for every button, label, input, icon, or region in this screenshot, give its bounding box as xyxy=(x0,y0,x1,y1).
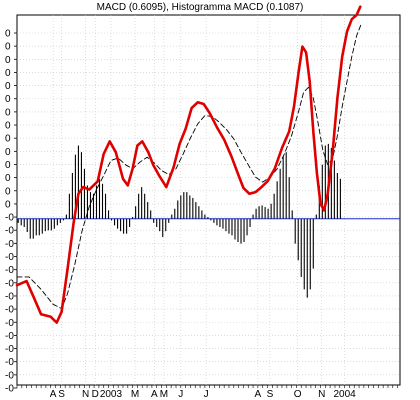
y-tick-label: -0 xyxy=(5,318,14,329)
y-tick-label: -0 xyxy=(5,344,14,355)
y-tick-label: 0 xyxy=(5,160,11,171)
y-tick-label: 0 xyxy=(5,55,11,66)
y-tick-label: 0 xyxy=(5,147,11,158)
x-tick-label: J xyxy=(204,389,209,400)
y-tick-label: -0 xyxy=(5,265,14,276)
x-tick-label: A xyxy=(255,389,262,400)
x-tick-label: N xyxy=(318,389,325,400)
x-tick-label: D xyxy=(92,389,99,400)
x-tick-label: S xyxy=(58,389,65,400)
y-tick-label: -0 xyxy=(5,305,14,316)
y-tick-label: 0 xyxy=(5,199,11,210)
x-tick-label: 2004 xyxy=(333,389,356,400)
y-tick-label: -0 xyxy=(5,252,14,263)
y-tick-label: 0 xyxy=(5,29,11,40)
y-tick-label: -0 xyxy=(5,239,14,250)
y-tick-label: 0 xyxy=(5,173,11,184)
y-tick-label: 0 xyxy=(5,68,11,79)
y-tick-label: 0 xyxy=(5,121,11,132)
x-tick-label: 2003 xyxy=(100,389,123,400)
y-tick-label: 0 xyxy=(5,186,11,197)
x-tick-label: O xyxy=(294,389,302,400)
plot-frame xyxy=(16,14,401,386)
y-tick-label: -0 xyxy=(5,291,14,302)
y-tick-label: -0 xyxy=(5,213,14,224)
y-tick-label: 0 xyxy=(5,134,11,145)
x-tick-label: N xyxy=(82,389,89,400)
x-tick-label: A xyxy=(50,389,57,400)
y-tick-label: -0 xyxy=(5,226,14,237)
x-tick-label: M xyxy=(131,389,139,400)
y-tick-label: 0 xyxy=(5,107,11,118)
y-tick-label: -0 xyxy=(5,331,14,342)
chart-title: MACD (0.6095), Histogramma MACD (0.1087) xyxy=(96,2,304,13)
y-tick-label: -0 xyxy=(5,384,14,395)
x-tick-label: M xyxy=(160,389,168,400)
x-tick-label: A xyxy=(151,389,158,400)
x-tick-label: S xyxy=(267,389,274,400)
y-tick-label: 0 xyxy=(5,81,11,92)
y-tick-label: 0 xyxy=(5,94,11,105)
y-tick-label: -0 xyxy=(5,357,14,368)
macd-line xyxy=(15,5,362,324)
y-tick-label: 0 xyxy=(5,42,11,53)
y-tick-label: -0 xyxy=(5,370,14,381)
x-tick-label: J xyxy=(178,389,183,400)
y-tick-label: -0 xyxy=(5,278,14,289)
